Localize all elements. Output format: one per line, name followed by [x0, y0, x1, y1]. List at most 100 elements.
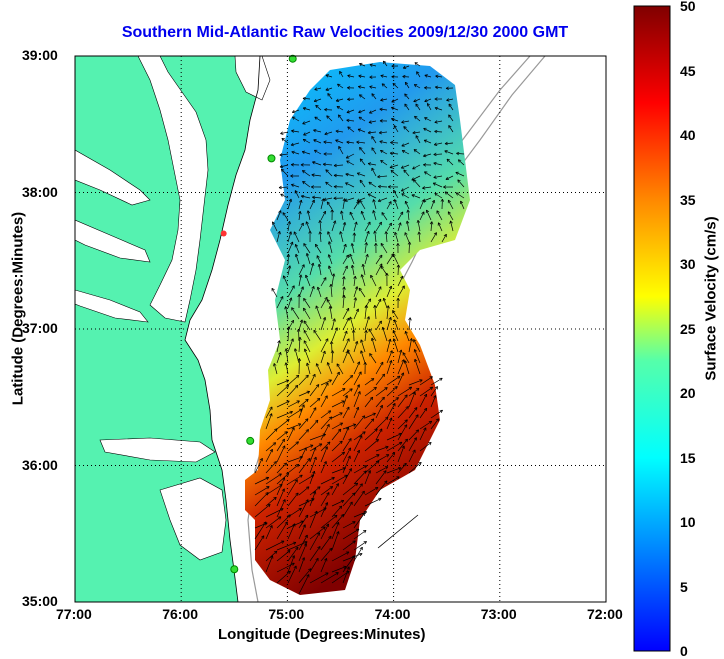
velocity-arrow-head [364, 530, 367, 534]
velocity-arrow-head [287, 400, 290, 404]
velocity-arrow-head [388, 316, 392, 320]
velocity-arrow [320, 338, 329, 353]
velocity-arrow-head [269, 525, 273, 528]
velocity-arrow-head [423, 155, 427, 158]
velocity-arrow [364, 413, 376, 419]
velocity-arrow [320, 514, 338, 529]
velocity-arrow [305, 274, 311, 287]
velocity-arrow [287, 492, 299, 507]
velocity-arrow [404, 81, 410, 89]
velocity-arrow-head [393, 330, 396, 333]
velocity-arrow [397, 424, 408, 441]
x-tick-label: 76:00 [162, 606, 198, 622]
velocity-arrow-head [300, 163, 304, 166]
velocity-arrow-head [330, 548, 333, 552]
velocity-arrow-head [282, 499, 286, 502]
velocity-arrow-head [313, 447, 316, 450]
velocity-arrow [316, 255, 322, 265]
velocity-arrow-head [378, 130, 382, 134]
velocity-arrow [380, 243, 388, 254]
velocity-arrow-head [335, 515, 338, 519]
velocity-arrow-head [359, 147, 363, 149]
velocity-arrow-head [299, 199, 302, 203]
velocity-arrow-head [414, 349, 418, 352]
velocity-arrow [276, 340, 280, 353]
velocity-arrow-head [396, 297, 399, 301]
velocity-arrow [358, 86, 366, 89]
velocity-arrow [272, 221, 278, 232]
velocity-arrow [447, 199, 454, 210]
velocity-arrow-head [325, 74, 329, 76]
velocity-arrow-head [338, 505, 342, 508]
velocity-arrow-head [320, 443, 323, 447]
velocity-arrow-head [423, 427, 427, 430]
velocity-arrow [342, 308, 350, 320]
velocity-arrow [353, 541, 367, 551]
velocity-arrow-head [311, 185, 315, 188]
velocity-arrow [359, 94, 366, 100]
velocity-arrow-head [401, 188, 404, 192]
velocity-arrow-head [291, 116, 295, 120]
velocity-arrow [320, 416, 333, 430]
velocity-arrow-head [323, 153, 327, 156]
velocity-arrow-head [273, 550, 277, 553]
velocity-arrow [335, 98, 344, 102]
velocity-arrow [433, 153, 443, 155]
velocity-arrow-head [371, 136, 375, 139]
velocity-arrow [320, 492, 330, 507]
velocity-arrow-head [333, 198, 337, 201]
velocity-arrow-head [385, 446, 389, 450]
velocity-arrow [456, 153, 465, 155]
velocity-arrow-head [348, 438, 352, 441]
velocity-arrow-head [424, 171, 427, 175]
velocity-arrow-head [392, 253, 396, 256]
velocity-arrow-head [278, 185, 282, 188]
velocity-arrow-head [381, 327, 383, 331]
velocity-arrow-head [340, 210, 342, 214]
velocity-arrow-head [346, 118, 350, 121]
velocity-arrow-head [445, 176, 448, 180]
velocity-arrow-head [378, 184, 382, 187]
velocity-arrow [434, 142, 443, 146]
velocity-arrow [413, 179, 421, 188]
velocity-arrow-head [369, 75, 373, 78]
velocity-arrow-head [333, 173, 337, 176]
velocity-arrow-head [288, 550, 291, 554]
velocity-arrow-head [318, 263, 322, 267]
velocity-arrow [419, 386, 433, 397]
velocity-arrow-head [353, 521, 356, 525]
velocity-arrow-head [302, 524, 306, 527]
velocity-arrow-head [335, 483, 339, 486]
velocity-arrow [369, 86, 377, 89]
velocity-arrow [369, 64, 377, 67]
velocity-arrow [276, 411, 293, 419]
velocity-arrow-head [445, 88, 449, 90]
velocity-arrow-head [359, 546, 363, 549]
colorbar-tick-label: 45 [680, 62, 696, 79]
velocity-arrow [435, 75, 443, 78]
velocity-arrow-head [373, 210, 376, 213]
velocity-arrow-head [367, 298, 371, 301]
velocity-arrow-head [314, 89, 318, 91]
velocity-arrow-head [346, 140, 350, 143]
velocity-arrow [311, 174, 322, 177]
velocity-arrow-head [387, 454, 390, 458]
velocity-arrow [368, 163, 377, 166]
velocity-arrow [424, 74, 432, 78]
velocity-arrow-head [341, 210, 344, 214]
velocity-arrow-head [290, 175, 294, 178]
velocity-arrow [414, 349, 421, 364]
velocity-arrow-head [433, 232, 437, 235]
velocity-arrow-head [347, 126, 350, 130]
velocity-arrow-head [376, 460, 380, 462]
velocity-arrow-head [403, 360, 406, 364]
velocity-arrow [326, 201, 333, 210]
velocity-arrow-head [414, 407, 418, 409]
velocity-arrow-head [305, 486, 310, 488]
velocity-arrow-head [324, 131, 328, 135]
velocity-arrow [331, 273, 335, 287]
velocity-arrow-head [323, 152, 327, 155]
velocity-arrow [313, 98, 322, 102]
velocity-arrow-head [421, 211, 425, 214]
velocity-arrow [276, 400, 290, 408]
